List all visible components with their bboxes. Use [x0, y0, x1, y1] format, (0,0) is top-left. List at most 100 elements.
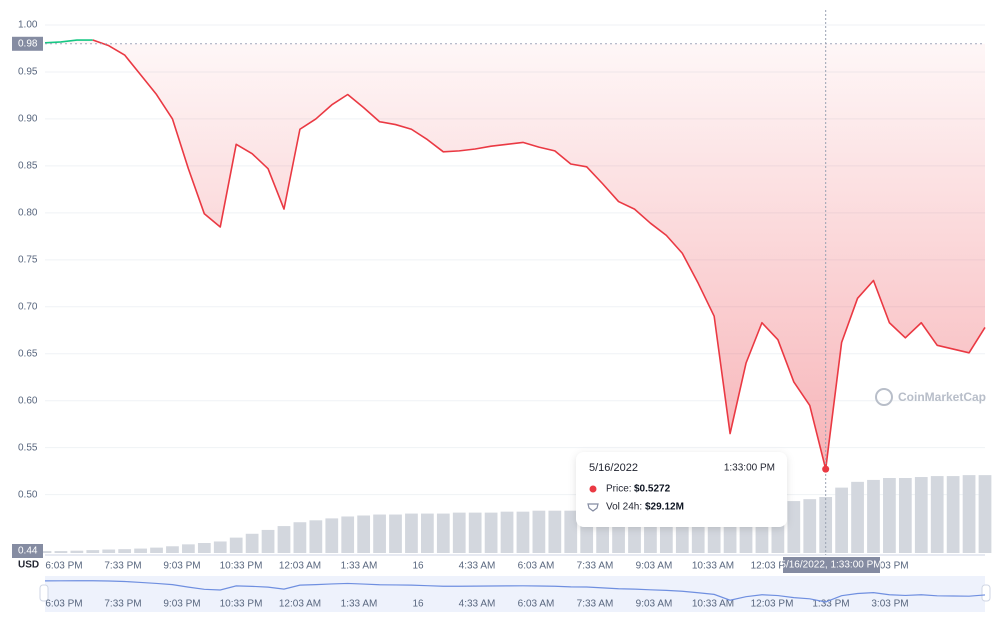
y-tick-label: 0.65: [18, 348, 38, 359]
volume-bar: [277, 526, 291, 553]
tooltip-box: [576, 452, 787, 527]
volume-bar: [867, 479, 880, 553]
price-line: [44, 39, 986, 470]
x-tick-label: 16: [412, 561, 424, 572]
x-tick-label: 3:03 PM: [871, 561, 908, 572]
volume-bar: [197, 543, 211, 553]
navigator-x-label: 10:33 PM: [220, 599, 263, 610]
volume-bar: [102, 549, 116, 553]
navigator-x-label: 9:03 PM: [163, 599, 200, 610]
volume-bar: [325, 518, 339, 553]
volume-bar: [357, 515, 371, 553]
price-area: [45, 40, 985, 470]
volume-bar: [532, 510, 546, 553]
volume-bar: [691, 519, 705, 553]
volume-bar: [261, 529, 275, 553]
x-tick-label: 10:33 PM: [220, 561, 263, 572]
volume-bar: [723, 526, 737, 553]
volume-bar: [341, 516, 355, 553]
x-tick-label: 12:03 AM: [279, 561, 321, 572]
volume-bar: [373, 514, 386, 553]
volume-bar: [70, 550, 84, 553]
tooltip-date: 5/16/2022: [589, 462, 638, 474]
navigator-x-label: 9:03 AM: [636, 599, 673, 610]
hover: 5/16/2022, 1:33:00 PM: [780, 10, 882, 573]
crosshair-badge: [783, 557, 880, 573]
volume-bar: [150, 547, 163, 553]
volume-bar: [86, 550, 100, 553]
x-tick-label: 12:03 PM: [751, 561, 794, 572]
volume-bar: [707, 524, 721, 553]
navigator-x-label: 7:33 PM: [104, 599, 141, 610]
volume-bar: [38, 551, 52, 553]
x-tick-label: 9:03 AM: [636, 561, 673, 572]
y-tick-label: 0.70: [18, 301, 38, 312]
navigator[interactable]: 6:03 PM 7:33 PM 9:03 PM 10:33 PM 12:03 AM 1:3…: [39, 576, 991, 612]
volume-bar: [484, 512, 498, 553]
volume-bar: [166, 546, 179, 553]
volume-bar: [516, 511, 530, 553]
y-tick-label: 0.55: [18, 442, 38, 453]
navigator-x-label: 6:03 AM: [518, 599, 555, 610]
navigator-bg: [45, 576, 985, 612]
volume-bar: [452, 512, 466, 553]
navigator-x-label: 12:03 AM: [279, 599, 321, 610]
x-tick-label: 4:33 AM: [459, 561, 496, 572]
navigator-handle-left[interactable]: [39, 584, 49, 602]
navigator-x-label: 7:33 AM: [577, 599, 614, 610]
volume-bar: [564, 510, 578, 553]
x-tick-label: 7:33 AM: [577, 561, 614, 572]
volume-bar: [229, 537, 243, 553]
volume-bar: [946, 476, 960, 553]
currency-label: USD: [18, 560, 39, 571]
ylim-label: 0.44: [18, 546, 38, 557]
navigator-x-label: 6:03 PM: [45, 599, 82, 610]
volume-bar: [819, 497, 833, 553]
volume-bar: [436, 513, 450, 553]
navigator-handle-right[interactable]: [981, 584, 991, 602]
baseline-badge: [12, 36, 43, 51]
tooltip-price-label: Price:: [606, 484, 632, 495]
y-tick-label: 1.00: [18, 20, 38, 31]
y-tick-label: 0.50: [18, 489, 38, 500]
volume: [38, 475, 992, 553]
volume-bar: [930, 476, 944, 553]
x-tick-label: 9:03 PM: [163, 561, 200, 572]
navigator-x-label: 1:33 PM: [812, 599, 849, 610]
tooltip-volume-label: Vol 24h:: [606, 502, 642, 513]
volume-bar: [118, 549, 132, 553]
x-tick-label: 6:03 PM: [45, 561, 82, 572]
volume-bar: [405, 513, 418, 553]
volume-bar: [851, 481, 864, 553]
volume-bar: [803, 499, 817, 553]
navigator-x-label: 12:03 PM: [751, 599, 794, 610]
volume-bar: [962, 475, 976, 553]
volume-bar: [213, 541, 227, 553]
tooltip-price-dot: [589, 485, 597, 493]
crosshair-label: 5/16/2022, 1:33:00 PM: [780, 560, 881, 571]
navigator-x-label: 16: [412, 599, 424, 610]
x-tick-label: 7:33 PM: [104, 561, 141, 572]
volume-bar: [54, 551, 68, 553]
volume-bar: [421, 513, 434, 553]
price-line-up: [44, 39, 93, 44]
navigator-x-label: 4:33 AM: [459, 599, 496, 610]
volume-bar: [978, 475, 992, 553]
volume-bar: [500, 511, 514, 553]
x-tick-label: 6:03 AM: [518, 561, 555, 572]
y-tick-label: 0.80: [18, 207, 38, 218]
volume-bar: [293, 522, 307, 553]
volume-bar: [835, 487, 848, 553]
baseline-label: 0.98: [18, 38, 38, 49]
price-line-down: [92, 39, 986, 470]
x-tick-label: 10:33 AM: [692, 561, 734, 572]
volume-bar: [468, 512, 482, 553]
volume-bar: [182, 544, 195, 553]
volume-bar: [389, 514, 402, 553]
ylim-badge: [12, 544, 43, 558]
y-tick-label: 0.75: [18, 254, 38, 265]
area: [45, 40, 985, 470]
tooltip-volume-value: $29.12M: [645, 502, 684, 513]
volume-bar: [134, 548, 147, 553]
